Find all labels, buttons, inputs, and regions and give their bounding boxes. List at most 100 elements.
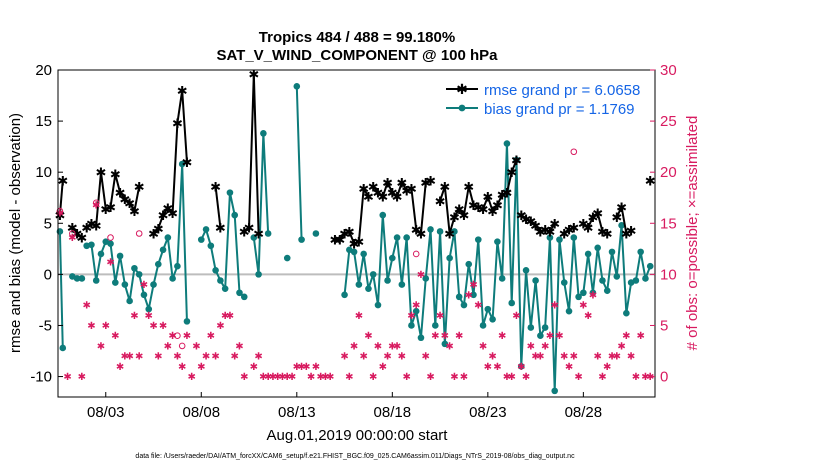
- rmse-point: ✱: [153, 221, 164, 236]
- y-right-tick-label: 30: [660, 62, 677, 79]
- rmse-point: ✱: [368, 179, 379, 194]
- obs-assimilated-point: ✱: [426, 372, 434, 383]
- obs-assimilated-point: ✱: [97, 341, 105, 352]
- bias-point: [217, 277, 224, 284]
- obs-assimilated-point: ✱: [345, 372, 353, 383]
- y-tick-label: 10: [35, 164, 52, 181]
- rmse-point: ✱: [353, 235, 364, 250]
- rmse-point: ✱: [239, 224, 250, 239]
- rmse-point: ✱: [492, 198, 503, 213]
- obs-assimilated-point: ✱: [207, 331, 215, 342]
- obs-assimilated-point: ✱: [359, 352, 367, 363]
- bias-point: [221, 285, 229, 292]
- bias-point: [78, 275, 86, 282]
- rmse-point: ✱: [210, 179, 221, 194]
- bias-point: [498, 275, 506, 282]
- bias-point: [584, 250, 592, 258]
- rmse-point: ✱: [587, 210, 598, 225]
- obs-assimilated-point: ✱: [374, 341, 382, 352]
- bias-point: [489, 316, 496, 323]
- rmse-point: ✱: [148, 227, 159, 242]
- legend-rmse-label: rmse grand pr = 6.0658: [484, 82, 640, 99]
- rmse-point: ✱: [645, 173, 656, 188]
- obs-assimilated-point: ✱: [379, 362, 387, 373]
- x-tick-label: 08/23: [469, 404, 507, 421]
- obs-assimilated-point: ✱: [465, 290, 473, 301]
- obs-assimilated-point: ✱: [321, 372, 329, 383]
- bias-point: [145, 305, 153, 313]
- obs-assimilated-point: ✱: [82, 301, 90, 312]
- rmse-point: ✱: [54, 208, 65, 223]
- rmse-point: ✱: [435, 194, 446, 209]
- bias-point: [73, 275, 81, 282]
- rmse-point: ✱: [611, 210, 622, 225]
- x-tick-label: 08/28: [565, 404, 603, 421]
- y-tick-label: 5: [44, 215, 52, 232]
- plot-frame: [57, 69, 656, 398]
- obs-assimilated-point: ✱: [632, 372, 640, 383]
- rmse-point: ✱: [568, 220, 579, 235]
- rmse-point: ✱: [411, 222, 422, 237]
- bias-point: [422, 275, 430, 282]
- bias-point: [250, 234, 258, 241]
- obs-assimilated-point: ✱: [388, 341, 396, 352]
- bias-point: [522, 266, 530, 274]
- bias-point: [637, 248, 644, 256]
- obs-assimilated-point: ✱: [488, 352, 496, 363]
- rmse-point: ✱: [525, 214, 536, 229]
- rmse-point: ✱: [167, 206, 178, 221]
- bias-point: [150, 281, 157, 288]
- bias-point: [432, 322, 439, 329]
- bias-point: [293, 83, 301, 90]
- bias-point: [140, 291, 148, 299]
- obs-possible-point: [56, 207, 64, 215]
- obs-assimilated-point: ✱: [646, 372, 654, 383]
- rmse-point: ✱: [626, 223, 637, 238]
- obs-assimilated-point: ✱: [274, 372, 282, 383]
- y-right-tick-label: 25: [660, 113, 677, 130]
- rmse-point: ✱: [583, 220, 594, 235]
- bias-point: [236, 289, 243, 297]
- rmse-point: ✱: [115, 186, 126, 201]
- x-tick-label: 08/08: [183, 404, 221, 421]
- obs-assimilated-point: ✱: [617, 341, 625, 352]
- obs-assimilated-point: ✱: [259, 372, 267, 383]
- bias-point: [164, 234, 172, 241]
- rmse-point: ✱: [544, 224, 555, 239]
- obs-assimilated-point: ✱: [579, 301, 587, 312]
- bias-point: [92, 277, 100, 284]
- obs-assimilated-point: ✱: [140, 280, 148, 291]
- bias-point: [107, 240, 114, 248]
- bias-point: [369, 271, 377, 278]
- rmse-line: [615, 203, 632, 236]
- bias-point: [202, 226, 210, 233]
- obs-assimilated-point: ✱: [226, 311, 234, 322]
- bias-point: [575, 293, 582, 301]
- bias-point: [384, 277, 391, 284]
- obs-assimilated-point: ✱: [288, 372, 296, 383]
- bias-point: [427, 226, 434, 233]
- rmse-point: ✱: [81, 220, 92, 235]
- rmse-point: ✱: [511, 153, 522, 168]
- obs-assimilated-point: ✱: [508, 372, 516, 383]
- rmse-point: ✱: [162, 201, 173, 216]
- rmse-line: [372, 179, 431, 236]
- legend-bias-marker: [458, 104, 466, 112]
- obs-assimilated-point: ✱: [111, 331, 119, 342]
- bias-point: [451, 228, 458, 235]
- bias-point: [642, 275, 649, 282]
- bias-point: [565, 307, 573, 315]
- rmse-line: [335, 185, 370, 246]
- rmse-point: ✱: [559, 227, 570, 242]
- bias-point: [446, 254, 453, 262]
- rmse-line: [71, 226, 83, 239]
- obs-assimilated-point: ✱: [493, 362, 501, 373]
- bias-point: [455, 293, 463, 301]
- obs-assimilated-point: ✱: [436, 311, 444, 322]
- bias-line: [200, 192, 245, 298]
- rmse-point: ✱: [100, 202, 111, 217]
- obs-possible-point: [178, 342, 186, 350]
- rmse-point: ✱: [578, 216, 589, 231]
- rmse-point: ✱: [215, 220, 226, 235]
